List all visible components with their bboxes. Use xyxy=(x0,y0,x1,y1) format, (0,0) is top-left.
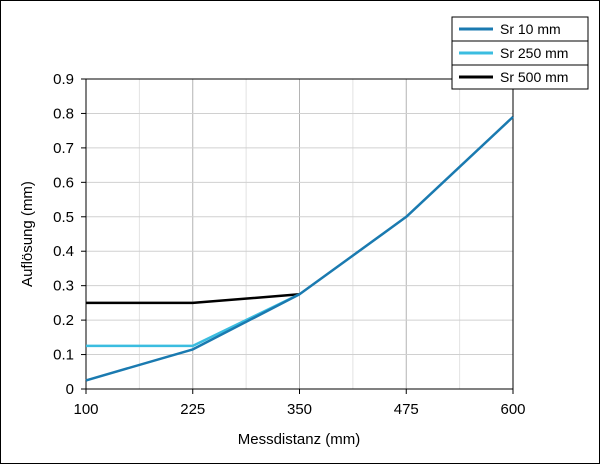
y-tick-label: 0.6 xyxy=(53,174,74,191)
legend-label: Sr 500 mm xyxy=(500,69,568,85)
x-tick-label: 350 xyxy=(287,401,312,418)
x-tick-label: 475 xyxy=(394,401,419,418)
y-tick-label: 0.5 xyxy=(53,209,74,226)
y-tick-label: 0.2 xyxy=(53,312,74,329)
legend: Sr 10 mm Sr 250 mm Sr 500 mm xyxy=(451,16,589,90)
y-tick-label: 0.4 xyxy=(53,243,74,260)
x-tick-label: 600 xyxy=(500,401,525,418)
y-tick-label: 0.9 xyxy=(53,71,74,88)
y-axis: 0 0.1 0.2 0.3 0.4 0.5 0.6 0.7 0.8 0.9 xyxy=(53,71,86,398)
y-tick-label: 0.1 xyxy=(53,347,74,364)
series-line-3 xyxy=(86,293,300,305)
x-tick-label: 225 xyxy=(180,401,205,418)
x-axis-label: Messdistanz (mm) xyxy=(238,431,361,448)
legend-label: Sr 250 mm xyxy=(500,45,568,61)
y-tick-label: 0.8 xyxy=(53,105,74,122)
x-axis: 100 225 350 475 600 xyxy=(73,389,526,418)
x-tick-label: 100 xyxy=(73,401,98,418)
series-lines xyxy=(85,115,514,382)
grid xyxy=(85,78,514,390)
series-line-1 xyxy=(85,115,514,382)
legend-label: Sr 10 mm xyxy=(500,21,561,37)
y-tick-label: 0.7 xyxy=(53,140,74,157)
y-tick-label: 0.3 xyxy=(53,278,74,295)
y-tick-label: 0 xyxy=(66,381,74,398)
y-axis-label: Auflösung (mm) xyxy=(19,181,36,287)
